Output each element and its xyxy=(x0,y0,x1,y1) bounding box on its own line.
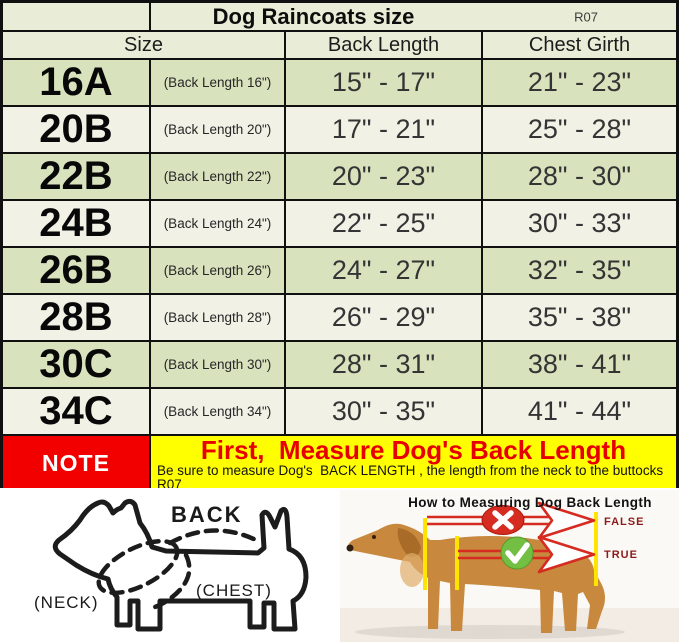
true-arrow xyxy=(458,535,596,574)
title-cell: Dog Raincoats size R07 xyxy=(149,3,676,30)
dog-measurement-sketch: BACK (NECK) (CHEST) xyxy=(34,498,309,632)
size-back-length-label: (Back Length 16") xyxy=(149,60,284,105)
note-badge: NOTE xyxy=(3,436,149,490)
table-row: 34C (Back Length 34") 30" - 35" 41" - 44… xyxy=(3,387,676,434)
note-title: First, Measure Dog's Back Length xyxy=(200,436,627,465)
column-header-back-length: Back Length xyxy=(284,32,481,58)
dog-nose xyxy=(346,544,354,552)
chest-girth-range: 28" - 30" xyxy=(481,154,676,199)
table-row: 28B (Back Length 28") 26" - 29" 35" - 38… xyxy=(3,293,676,340)
back-length-range: 22" - 25" xyxy=(284,201,481,246)
chest-girth-range: 30" - 33" xyxy=(481,201,676,246)
size-code: 16A xyxy=(3,60,149,105)
page-title: Dog Raincoats size xyxy=(212,3,415,29)
back-length-range: 17" - 21" xyxy=(284,107,481,152)
how-to-measure-photo: How to Measuring Dog Back Length FALSE T… xyxy=(340,490,679,642)
column-header-size: Size xyxy=(3,32,284,58)
size-back-length-label: (Back Length 22") xyxy=(149,154,284,199)
chest-girth-range: 25" - 28" xyxy=(481,107,676,152)
chest-girth-range: 32" - 35" xyxy=(481,248,676,293)
note-badge-label: NOTE xyxy=(42,449,110,476)
table-title-row: Dog Raincoats size R07 xyxy=(3,3,676,30)
chest-label: (CHEST) xyxy=(196,581,272,600)
size-code: 26B xyxy=(3,248,149,293)
note-ref-code: R07 xyxy=(157,477,182,491)
size-back-length-label: (Back Length 34") xyxy=(149,389,284,434)
back-length-range: 20" - 23" xyxy=(284,154,481,199)
chest-measure-line xyxy=(149,552,192,611)
table-row: 22B (Back Length 22") 20" - 23" 28" - 30… xyxy=(3,152,676,199)
dog-chest-highlight xyxy=(400,553,424,587)
size-back-length-label: (Back Length 30") xyxy=(149,342,284,387)
size-code: 30C xyxy=(3,342,149,387)
illustrations-section: BACK (NECK) (CHEST) xyxy=(0,488,679,643)
back-measure-line xyxy=(167,528,261,546)
note-body-text: Be sure to measure Dog's BACK LENGTH , t… xyxy=(157,463,664,478)
chest-girth-range: 21" - 23" xyxy=(481,60,676,105)
true-arrowhead xyxy=(537,535,596,574)
size-back-length-label: (Back Length 20") xyxy=(149,107,284,152)
note-content: First, Measure Dog's Back Length Be sure… xyxy=(149,436,676,490)
size-back-length-label: (Back Length 24") xyxy=(149,201,284,246)
note-row: NOTE First, Measure Dog's Back Length Be… xyxy=(3,434,676,490)
size-back-length-label: (Back Length 28") xyxy=(149,295,284,340)
title-row-empty-cell xyxy=(3,3,149,30)
dog-outline xyxy=(52,498,309,632)
dog-ear xyxy=(397,528,421,557)
size-code: 24B xyxy=(3,201,149,246)
dog-eye xyxy=(372,535,376,539)
back-label: BACK xyxy=(171,502,243,527)
true-label: TRUE xyxy=(604,549,638,561)
neck-measure-line xyxy=(96,538,180,596)
title-ref-code: R07 xyxy=(574,9,598,24)
size-code: 22B xyxy=(3,154,149,199)
table-header-row: Size Back Length Chest Girth xyxy=(3,30,676,58)
back-length-range: 26" - 29" xyxy=(284,295,481,340)
table-row: 26B (Back Length 26") 24" - 27" 32" - 35… xyxy=(3,246,676,293)
back-length-range: 24" - 27" xyxy=(284,248,481,293)
photo-floor xyxy=(340,608,679,642)
neck-label: (NECK) xyxy=(34,593,99,612)
photo-title: How to Measuring Dog Back Length xyxy=(408,495,652,510)
size-code: 28B xyxy=(3,295,149,340)
size-code: 20B xyxy=(3,107,149,152)
chest-girth-range: 41" - 44" xyxy=(481,389,676,434)
table-row: 30C (Back Length 30") 28" - 31" 38" - 41… xyxy=(3,340,676,387)
size-back-length-label: (Back Length 26") xyxy=(149,248,284,293)
chest-girth-range: 38" - 41" xyxy=(481,342,676,387)
column-header-chest-girth: Chest Girth xyxy=(481,32,676,58)
table-row: 16A (Back Length 16") 15" - 17" 21" - 23… xyxy=(3,58,676,105)
table-row: 24B (Back Length 24") 22" - 25" 30" - 33… xyxy=(3,199,676,246)
false-label: FALSE xyxy=(604,516,644,528)
dog-shadow xyxy=(355,625,625,639)
measure-guide-lines xyxy=(423,512,598,590)
size-code: 34C xyxy=(3,389,149,434)
back-length-range: 15" - 17" xyxy=(284,60,481,105)
back-length-range: 30" - 35" xyxy=(284,389,481,434)
size-table: Dog Raincoats size R07 Size Back Length … xyxy=(0,0,679,493)
table-row: 20B (Back Length 20") 17" - 21" 25" - 28… xyxy=(3,105,676,152)
chest-girth-range: 35" - 38" xyxy=(481,295,676,340)
back-length-range: 28" - 31" xyxy=(284,342,481,387)
